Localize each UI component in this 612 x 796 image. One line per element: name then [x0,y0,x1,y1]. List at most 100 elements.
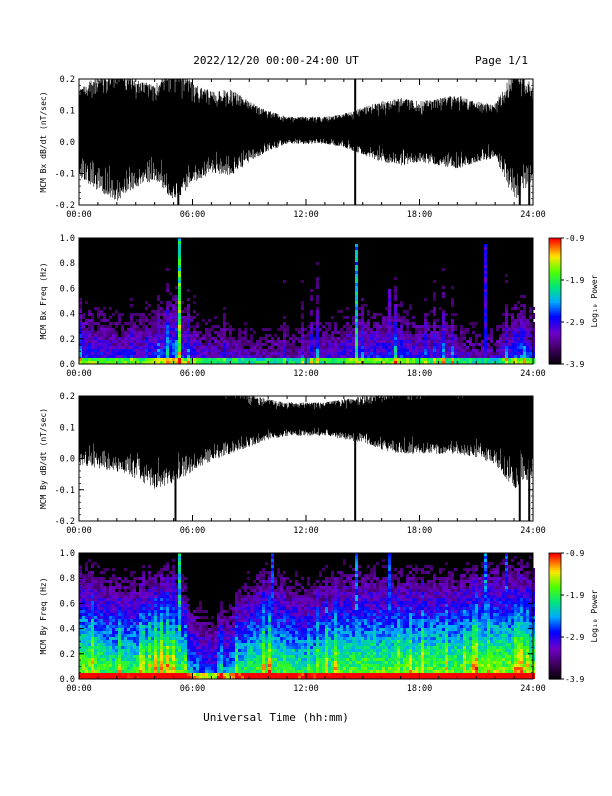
spectrogram-cell [256,577,259,580]
spectrogram-cell [523,322,526,325]
spectrogram-cell [382,349,385,352]
spectrogram-cell [454,346,457,349]
spectrogram-cell [367,343,370,346]
panel-3-ylabel: MCM By dB/dt (nT/sec) [39,408,48,509]
spectrogram-cell [85,355,88,358]
spectrogram-cell [283,598,286,601]
spectrogram-cell [82,607,85,610]
spectrogram-cell [253,631,256,634]
spectrogram-cell [244,616,247,619]
spectrogram-cell [352,355,355,358]
spectrogram-cell [97,607,100,610]
spectrogram-cell [175,337,178,340]
spectrogram-cell [454,340,457,343]
spectrogram-cell [262,640,265,643]
spectrogram-cell [265,571,268,574]
spectrogram-cell [160,358,163,361]
spectrogram-cell [442,337,445,340]
spectrogram-cell [235,661,238,664]
spectrogram-cell [286,628,289,631]
spectrogram-cell [223,667,226,670]
spectrogram-cell [178,619,181,622]
spectrogram-cell [115,340,118,343]
spectrogram-cell [157,349,160,352]
spectrogram-cell [127,601,130,604]
spectrogram-cell [139,619,142,622]
spectrogram-cell [178,625,181,628]
spectrogram-cell [361,310,364,313]
spectrogram-cell [157,646,160,649]
spectrogram-cell [112,646,115,649]
spectrogram-cell [220,349,223,352]
spectrogram-cell [151,616,154,619]
spectrogram-cell [103,649,106,652]
spectrogram-cell [139,319,142,322]
spectrogram-cell [121,649,124,652]
spectrogram-cell [292,610,295,613]
spectrogram-cell [358,325,361,328]
spectrogram-cell [442,310,445,313]
spectrogram-cell [295,571,298,574]
spectrogram-cell [184,661,187,664]
spectrogram-cell [355,247,358,250]
colorbar-label: Log₁₀ Power [590,274,599,327]
spectrogram-cell [178,628,181,631]
spectrogram-cell [82,343,85,346]
spectrogram-cell [226,346,229,349]
spectrogram-cell [382,325,385,328]
spectrogram-cell [400,328,403,331]
spectrogram-cell [439,358,442,361]
spectrogram-cell [361,337,364,340]
spectrogram-cell [283,340,286,343]
spectrogram-cell [175,592,178,595]
spectrogram-cell [349,337,352,340]
spectrogram-cell [91,649,94,652]
spectrogram-cell [157,613,160,616]
spectrogram-cell [199,343,202,346]
spectrogram-cell [130,580,133,583]
spectrogram-cell [151,340,154,343]
spectrogram-cell [301,316,304,319]
spectrogram-cell [103,589,106,592]
spectrogram-cell [172,580,175,583]
spectrogram-cell [313,349,316,352]
spectrogram-cell [106,652,109,655]
spectrogram-cell [112,595,115,598]
spectrogram-cell [274,628,277,631]
spectrogram-cell [295,610,298,613]
spectrogram-cell [196,661,199,664]
spectrogram-cell [229,355,232,358]
spectrogram-cell [466,358,469,361]
spectrogram-cell [346,331,349,334]
spectrogram-cell [280,616,283,619]
spectrogram-cell [346,346,349,349]
spectrogram-cell [265,604,268,607]
spectrogram-cell [172,331,175,334]
spectrogram-cell [283,649,286,652]
spectrogram-cell [280,586,283,589]
spectrogram-cell [88,601,91,604]
spectrogram-cell [136,661,139,664]
spectrogram-cell [91,601,94,604]
spectrogram-cell [292,643,295,646]
spectrogram-cell [379,340,382,343]
spectrogram-cell [289,622,292,625]
spectrogram-cell [106,328,109,331]
spectrogram-cell [388,349,391,352]
spectrogram-cell [253,352,256,355]
spectrogram-cell [175,607,178,610]
spectrogram-cell [370,328,373,331]
spectrogram-cell [268,328,271,331]
spectrogram-cell [484,307,487,310]
spectrogram-cell [382,340,385,343]
spectrogram-cell [172,607,175,610]
spectrogram-cell [433,334,436,337]
spectrogram-cell [247,619,250,622]
spectrogram-cell [280,595,283,598]
spectrogram-cell [277,631,280,634]
spectrogram-cell [121,358,124,361]
spectrogram-cell [103,328,106,331]
spectrogram-cell [262,670,265,673]
spectrogram-cell [103,604,106,607]
spectrogram-cell [229,346,232,349]
